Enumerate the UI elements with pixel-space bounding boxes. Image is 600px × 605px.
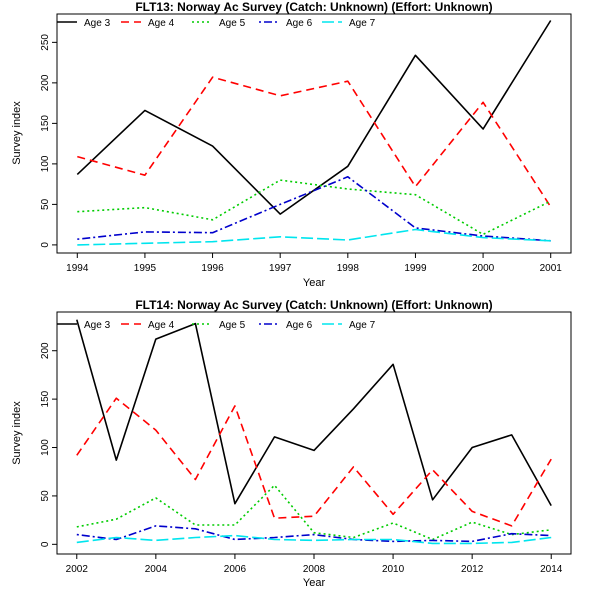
x-tick-label: 2004 [145,564,168,575]
x-tick-label: 2001 [540,263,563,274]
legend-label: Age 7 [349,18,376,29]
y-axis-label: Survey index [11,401,23,465]
y-axis-label: Survey index [11,101,23,165]
x-tick-label: 1998 [337,263,360,274]
chart-title: FLT13: Norway Ac Survey (Catch: Unknown)… [135,0,492,14]
series-line-age-5 [76,484,552,541]
y-tick-label: 250 [40,34,51,51]
x-tick-label: 2008 [303,564,326,575]
legend-label: Age 7 [349,320,376,331]
legend-label: Age 5 [219,18,246,29]
legend-label: Age 6 [286,18,313,29]
x-tick-label: 1996 [201,263,224,274]
series-line-age-5 [77,179,552,236]
legend-label: Age 4 [148,320,175,331]
y-tick-label: 200 [40,342,51,359]
x-axis-label: Year [303,577,326,589]
legend-label: Age 6 [286,320,313,331]
y-tick-label: 0 [40,541,51,547]
x-tick-label: 2010 [382,564,405,575]
x-tick-label: 1999 [404,263,427,274]
x-tick-label: 2006 [224,564,247,575]
y-tick-label: 150 [40,115,51,132]
chart-title: FLT14: Norway Ac Survey (Catch: Unknown)… [135,298,492,312]
x-tick-label: 2000 [472,263,495,274]
chart-panel-flt14: FLT14: Norway Ac Survey (Catch: Unknown)… [11,298,572,589]
y-tick-label: 50 [40,198,51,210]
chart-panel-flt13: FLT13: Norway Ac Survey (Catch: Unknown)… [11,0,572,289]
legend-label: Age 3 [84,320,111,331]
x-tick-label: 1995 [134,263,157,274]
series-line-age-3 [76,319,552,506]
plot-frame [56,311,572,555]
series-line-age-6 [76,525,552,543]
legend-label: Age 5 [219,320,246,331]
y-tick-label: 100 [40,439,51,456]
legend-label: Age 4 [148,18,175,29]
y-tick-label: 150 [40,390,51,407]
series-line-age-3 [76,20,552,215]
y-tick-label: 0 [40,242,51,248]
legend-label: Age 3 [84,18,111,29]
x-tick-label: 1997 [269,263,292,274]
x-tick-label: 2014 [540,564,563,575]
x-tick-label: 2012 [461,564,484,575]
plot-frame [56,13,572,254]
y-tick-label: 100 [40,155,51,172]
series-line-age-4 [77,76,552,208]
x-axis-label: Year [303,277,326,289]
x-tick-label: 1994 [66,263,89,274]
series-line-age-6 [77,176,551,242]
y-tick-label: 200 [40,74,51,91]
y-tick-label: 50 [40,490,51,502]
series-line-age-4 [76,397,552,527]
x-tick-label: 2002 [66,564,89,575]
